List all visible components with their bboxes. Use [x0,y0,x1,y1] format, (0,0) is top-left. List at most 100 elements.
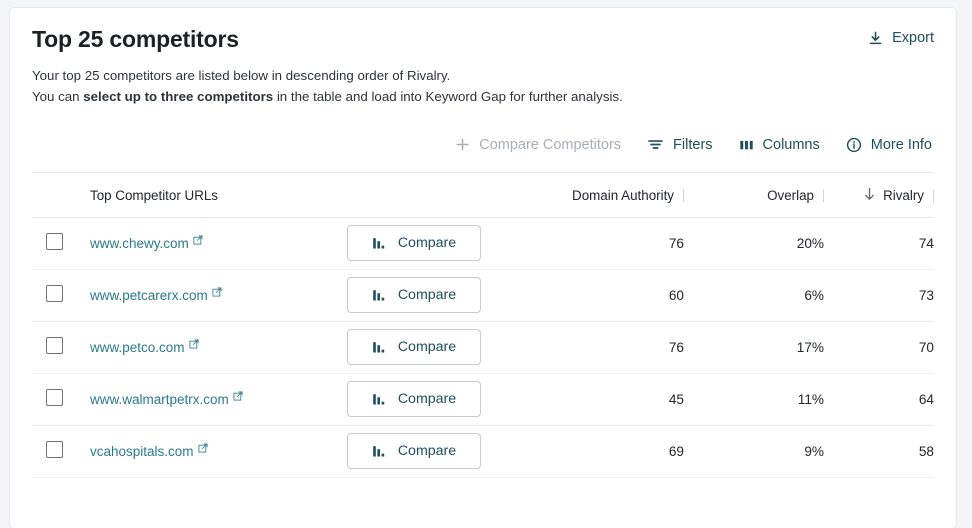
subtitle-line-2-bold: select up to three competitors [83,89,274,105]
row-domain-authority: 76 [504,321,684,374]
row-url-cell: www.petcarerx.com [76,269,324,322]
export-button[interactable]: Export [868,26,934,46]
competitor-url-label: www.petcarerx.com [90,287,208,303]
checkbox-unchecked-icon[interactable] [46,233,63,251]
header-rivalry-label: Rivalry [883,187,924,203]
row-checkbox-cell [32,217,76,270]
card-header: Top 25 competitors Export [32,26,934,54]
row-checkbox-cell [32,425,76,478]
row-rivalry: 58 [824,425,934,478]
info-circle-icon [846,137,862,153]
table-body: www.chewy.com [32,217,934,478]
export-label: Export [892,30,934,46]
compare-button[interactable]: Compare [347,381,481,418]
row-overlap: 20% [684,217,824,270]
compare-button-label: Compare [397,287,457,304]
subtitle-line-2: You can select up to three competitors i… [32,86,934,108]
row-compare-cell: Compare [324,373,504,426]
filters-button[interactable]: Filters [647,136,713,153]
row-overlap: 6% [684,269,824,322]
header-separator [933,189,934,203]
arrow-down-icon [863,187,876,204]
header-rivalry[interactable]: Rivalry [824,171,934,218]
more-info-button[interactable]: More Info [846,137,932,153]
compare-button[interactable]: Compare [347,277,481,314]
competitor-url-link[interactable]: www.petco.com [90,339,199,355]
more-info-label: More Info [870,136,932,153]
checkbox-unchecked-icon[interactable] [46,389,63,407]
row-rivalry: 70 [824,321,934,374]
subtitle-line-2-pre: You can [32,89,84,105]
columns-button[interactable]: Columns [739,137,820,153]
card-subtitle: Your top 25 competitors are listed below… [32,65,934,108]
header-domain-authority-label: Domain Authority [572,187,674,203]
table-toolbar: Compare Competitors Filters [32,130,934,160]
competitor-url-label: www.walmartpetrx.com [90,391,229,407]
row-checkbox-cell [32,321,76,374]
bar-chart-icon [372,237,387,250]
competitor-url-link[interactable]: www.walmartpetrx.com [90,389,243,407]
competitor-url-label: www.petco.com [90,339,185,355]
external-link-icon [193,233,203,248]
header-compare-col [324,171,504,218]
compare-competitors-button[interactable]: Compare Competitors [455,137,621,153]
competitor-url-link[interactable]: vcahospitals.com [90,441,208,459]
row-compare-cell: Compare [324,321,504,374]
table-row: vcahospitals.com [32,425,934,478]
header-url[interactable]: Top Competitor URLs [76,171,324,218]
bar-chart-icon [372,289,387,302]
subtitle-line-2-post: in the table and load into Keyword Gap f… [273,89,623,105]
compare-button[interactable]: Compare [347,225,481,262]
row-checkbox-cell [32,373,76,426]
row-compare-cell: Compare [324,425,504,478]
row-url-cell: www.petco.com [76,321,324,374]
row-compare-cell: Compare [324,269,504,322]
row-checkbox-cell [32,269,76,322]
header-overlap-label: Overlap [767,187,814,203]
bar-chart-icon [372,341,387,354]
checkbox-unchecked-icon[interactable] [46,441,63,459]
compare-button[interactable]: Compare [347,433,481,470]
page-title: Top 25 competitors [32,26,239,52]
row-domain-authority: 69 [504,425,684,478]
checkbox-unchecked-icon[interactable] [46,337,63,355]
competitor-url-label: www.chewy.com [90,235,189,251]
row-url-cell: www.chewy.com [76,217,324,270]
compare-button-label: Compare [397,235,457,252]
row-compare-cell: Compare [324,217,504,270]
external-link-icon [198,441,208,456]
header-domain-authority[interactable]: Domain Authority [504,171,684,218]
checkbox-unchecked-icon[interactable] [46,285,63,303]
header-separator [683,188,684,202]
compare-button-label: Compare [397,391,457,408]
row-domain-authority: 45 [504,373,684,426]
header-url-label: Top Competitor URLs [90,187,219,203]
competitor-url-link[interactable]: www.petcarerx.com [90,285,222,303]
compare-competitors-label: Compare Competitors [479,136,622,153]
bar-chart-icon [372,445,387,458]
table-row: www.petco.com [32,321,934,374]
row-rivalry: 73 [824,269,934,322]
row-overlap: 9% [684,425,824,478]
competitors-card: Top 25 competitors Export Your top 25 co… [10,8,956,528]
columns-icon [739,138,754,152]
external-link-icon [233,389,243,404]
filters-label: Filters [673,136,713,153]
table-header-row: Top Competitor URLs Domain Authority Ove… [32,171,934,218]
header-overlap[interactable]: Overlap [684,171,824,218]
compare-button-label: Compare [397,339,457,356]
row-domain-authority: 60 [504,269,684,322]
row-overlap: 17% [684,321,824,374]
compare-button[interactable]: Compare [347,329,481,366]
table-row: www.petcarerx.com [32,269,934,322]
competitor-url-link[interactable]: www.chewy.com [90,233,203,251]
bar-chart-icon [372,393,387,406]
external-link-icon [212,285,222,300]
row-rivalry: 64 [824,373,934,426]
download-icon [868,31,883,46]
header-separator [823,188,824,202]
header-checkbox-col [32,171,76,218]
row-rivalry: 74 [824,217,934,270]
table-row: www.walmartpetrx.com [32,373,934,426]
competitors-table: Top Competitor URLs Domain Authority Ove… [32,171,934,478]
